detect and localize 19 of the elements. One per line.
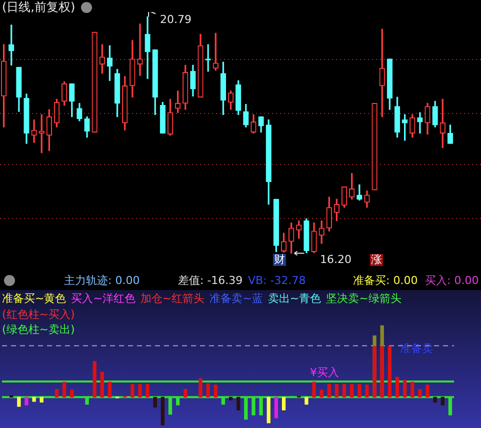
text: 主力轨迹: 0.00 bbox=[64, 274, 140, 287]
annotation: (绿色柱~卖出) bbox=[2, 323, 75, 336]
annotation: ¥买入 bbox=[310, 366, 339, 379]
text: 准备卖~蓝 bbox=[210, 292, 263, 305]
text: VB: -32.78 bbox=[248, 274, 306, 287]
text: 差值: -16.39 bbox=[178, 274, 243, 287]
text: 加仓~红箭头 bbox=[140, 292, 205, 305]
text: 买入: 0.00 bbox=[425, 274, 479, 287]
text: 卖出~青色 bbox=[268, 292, 322, 305]
chart-title: (日线,前复权) bbox=[2, 0, 76, 14]
text: 买入~洋红色 bbox=[71, 292, 136, 305]
annotation: 20.79 bbox=[160, 13, 192, 26]
annotation: 涨 bbox=[370, 253, 383, 266]
text: 坚决卖~绿箭头 bbox=[326, 292, 402, 305]
text: 准备买: 0.00 bbox=[353, 274, 418, 287]
text: 准备买~黄色 bbox=[2, 292, 66, 305]
annotation: 16.20 bbox=[320, 253, 352, 266]
text: (红色柱~买入) bbox=[2, 308, 75, 321]
annotation: 财 bbox=[273, 253, 286, 266]
